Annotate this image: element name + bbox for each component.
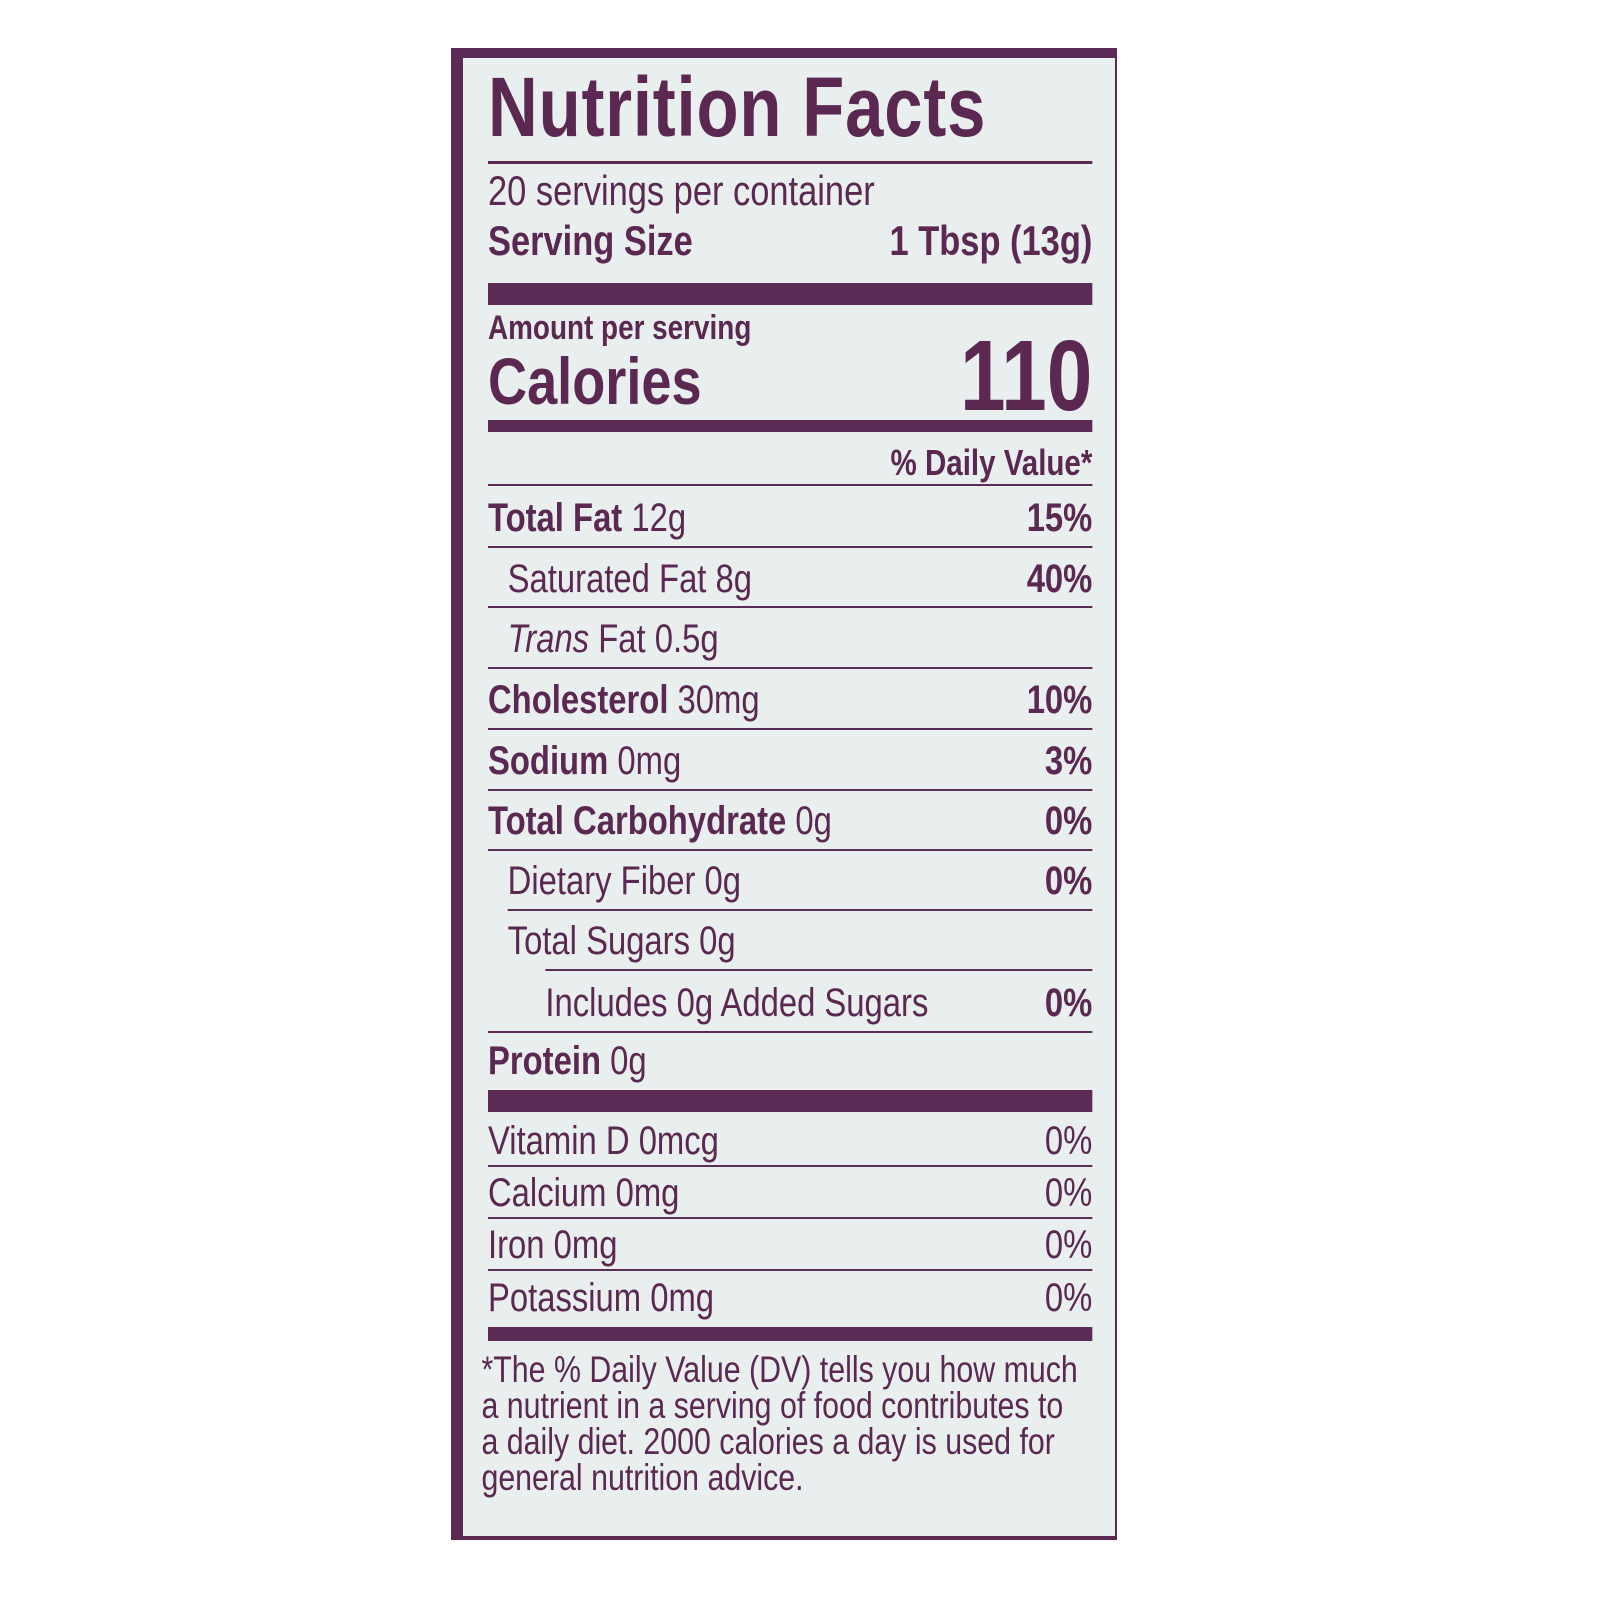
vitamin-name: Calcium 0mg xyxy=(488,1171,680,1215)
thick-divider xyxy=(488,1090,1093,1112)
divider xyxy=(488,1031,1093,1033)
nutrient-dv: 0% xyxy=(1044,859,1093,903)
divider xyxy=(488,789,1093,791)
vitamin-dv: 0% xyxy=(1044,1171,1093,1215)
nutrient-name: Cholesterol xyxy=(488,678,669,722)
nutrient-amount: 0g xyxy=(610,1039,647,1083)
nutrient-row-trans-fat: Trans Fat 0.5g xyxy=(488,616,1092,662)
title-text: Nutrition Facts xyxy=(488,60,987,154)
nutrient-dv: 0% xyxy=(1044,799,1093,843)
vitamin-dv: 0% xyxy=(1044,1119,1093,1163)
divider xyxy=(488,1217,1093,1219)
thick-divider xyxy=(488,283,1093,305)
nutrient-row-dietary-fiber: Dietary Fiber 0g 0% xyxy=(488,858,1093,904)
nutrient-name: Total Fat xyxy=(488,496,623,540)
nutrient-name: Includes 0g Added Sugars xyxy=(545,981,929,1025)
nutrient-row-saturated-fat: Saturated Fat 8g 40% xyxy=(488,556,1093,602)
nutrient-dv: 10% xyxy=(1026,678,1093,722)
divider xyxy=(488,849,1093,851)
vitamin-dv: 0% xyxy=(1044,1276,1093,1320)
divider xyxy=(507,909,1093,911)
divider xyxy=(488,1269,1093,1271)
nutrient-row-total-fat: Total Fat 12g 15% xyxy=(488,495,1092,541)
label-title: Nutrition Facts xyxy=(488,62,1092,152)
nutrient-dv: 15% xyxy=(1026,496,1093,540)
nutrient-dv: 0% xyxy=(1044,981,1093,1025)
serving-size-label: Serving Size xyxy=(488,217,693,264)
servings-per-container: 20 servings per container xyxy=(488,167,875,214)
nutrient-row-total-carbohydrate: Total Carbohydrate 0g 0% xyxy=(488,798,1092,844)
medium-divider xyxy=(488,420,1093,432)
nutrient-name: Total Sugars 0g xyxy=(507,919,736,963)
nutrient-name: Fat 0.5g xyxy=(598,617,719,661)
nutrient-amount: 0g xyxy=(795,799,832,843)
nutrient-row-cholesterol: Cholesterol 30mg 10% xyxy=(488,677,1092,723)
nutrient-name: Saturated Fat 8g xyxy=(507,557,753,601)
nutrient-name: Total Carbohydrate xyxy=(488,799,787,843)
medium-divider xyxy=(488,1327,1093,1341)
divider xyxy=(488,728,1093,730)
vitamin-name: Vitamin D 0mcg xyxy=(488,1119,719,1163)
nutrient-amount: 30mg xyxy=(677,678,760,722)
nutrient-row-sodium: Sodium 0mg 3% xyxy=(488,738,1092,784)
nutrient-name: Dietary Fiber 0g xyxy=(507,859,742,903)
amount-per-serving-text: Amount per serving xyxy=(488,309,752,347)
vitamin-row: Iron 0mg 0% xyxy=(488,1222,1092,1268)
serving-size-value: 1 Tbsp (13g) xyxy=(889,217,1093,264)
daily-value-header: % Daily Value* xyxy=(488,440,1093,486)
divider xyxy=(545,969,1093,971)
nutrient-row-total-sugars: Total Sugars 0g xyxy=(488,918,1092,964)
nutrition-facts-content: Nutrition Facts 20 servings per containe… xyxy=(481,0,1093,1600)
vitamin-dv: 0% xyxy=(1044,1223,1093,1267)
calories-label: Calories xyxy=(488,344,702,418)
nutrient-name: Sodium xyxy=(488,739,609,783)
nutrient-row-added-sugars: Includes 0g Added Sugars 0% xyxy=(488,980,1092,1026)
serving-size-row: Serving Size 1 Tbsp (13g) xyxy=(488,218,1092,264)
nutrient-row-protein: Protein 0g xyxy=(488,1038,1092,1084)
calories-value: 110 xyxy=(960,320,1093,432)
divider xyxy=(488,667,1093,669)
divider xyxy=(488,161,1093,164)
vitamin-row: Vitamin D 0mcg 0% xyxy=(488,1118,1092,1164)
vitamin-row: Calcium 0mg 0% xyxy=(488,1170,1092,1216)
divider xyxy=(488,1165,1093,1167)
calories-row: Calories 110 xyxy=(488,320,1093,432)
nutrient-amount: 12g xyxy=(631,496,687,540)
nutrient-dv: 40% xyxy=(1026,557,1093,601)
divider xyxy=(488,546,1093,548)
nutrient-name-italic: Trans xyxy=(507,617,590,661)
nutrient-amount: 0mg xyxy=(617,739,682,783)
divider xyxy=(488,606,1093,608)
vitamin-name: Iron 0mg xyxy=(488,1223,618,1267)
nutrient-name: Protein xyxy=(488,1039,601,1083)
nutrient-dv: 3% xyxy=(1044,739,1093,783)
divider xyxy=(488,484,1093,486)
vitamin-row: Potassium 0mg 0% xyxy=(488,1275,1092,1321)
amount-per-serving: Amount per serving xyxy=(488,308,1092,348)
vitamin-name: Potassium 0mg xyxy=(488,1276,715,1320)
daily-value-header-text: % Daily Value* xyxy=(890,442,1093,483)
servings-row: 20 servings per container xyxy=(488,168,1092,214)
footnote: *The % Daily Value (DV) tells you how mu… xyxy=(481,1349,1078,1498)
